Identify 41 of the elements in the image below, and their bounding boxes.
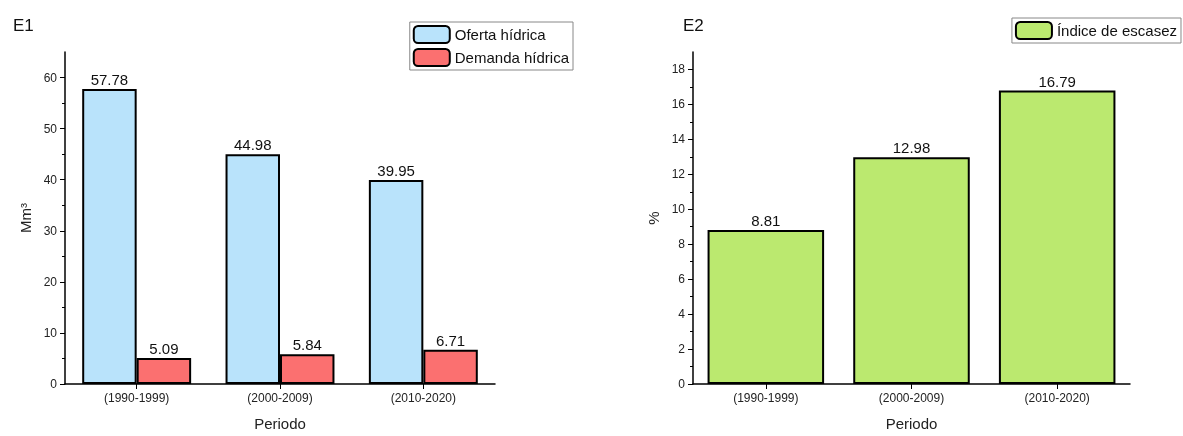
legend-label: Índice de escasez: [1056, 22, 1177, 39]
x-tick-label: (1990-1999): [733, 391, 799, 405]
x-tick-label: (2010-2020): [1024, 391, 1090, 405]
y-tick-label: 40: [43, 172, 58, 187]
x-axis-title: Periodo: [254, 415, 306, 432]
y-tick-label: 14: [671, 132, 686, 147]
y-axis-title: Mm³: [16, 203, 34, 233]
y-tick-label: 0: [678, 377, 686, 391]
y-tick-label: 60: [43, 70, 58, 85]
data-label: 12.98: [892, 139, 931, 157]
y-tick-label: 10: [43, 325, 58, 340]
y-tick-label: 50: [43, 121, 58, 136]
y-tick-label: 2: [678, 342, 686, 357]
x-tick-label: (2010-2020): [390, 391, 457, 405]
y-tick-label: 6: [678, 272, 686, 287]
legend-label: Oferta hídrica: [454, 26, 547, 43]
x-tick-label: (2000-2009): [247, 391, 313, 405]
data-label: 6.71: [435, 331, 466, 349]
y-tick-label: 20: [43, 274, 58, 289]
y-tick-label: 12: [671, 167, 686, 182]
data-label: 5.84: [292, 336, 322, 354]
y-tick-label: 4: [678, 307, 686, 322]
y-axis-title: %: [644, 211, 662, 225]
data-label: 16.79: [1038, 72, 1076, 90]
legend-label: Demanda hídrica: [454, 49, 570, 66]
chart-title: E1: [13, 16, 34, 35]
data-label: 57.78: [90, 70, 129, 88]
x-tick-label: (2000-2009): [878, 391, 945, 405]
y-tick-label: 10: [671, 202, 686, 217]
data-label: 39.95: [377, 161, 415, 179]
x-tick-label: (1990-1999): [103, 391, 170, 405]
data-label: 44.98: [233, 136, 272, 154]
y-tick-label: 18: [671, 62, 686, 77]
data-label: 5.09: [149, 340, 179, 357]
data-label: 8.81: [751, 212, 781, 230]
y-tick-label: 0: [50, 377, 58, 391]
y-tick-label: 16: [671, 97, 686, 112]
y-tick-label: 8: [678, 237, 686, 252]
y-tick-label: 30: [43, 223, 58, 238]
chart-title: E2: [683, 16, 704, 35]
x-axis-title: Periodo: [885, 415, 938, 432]
